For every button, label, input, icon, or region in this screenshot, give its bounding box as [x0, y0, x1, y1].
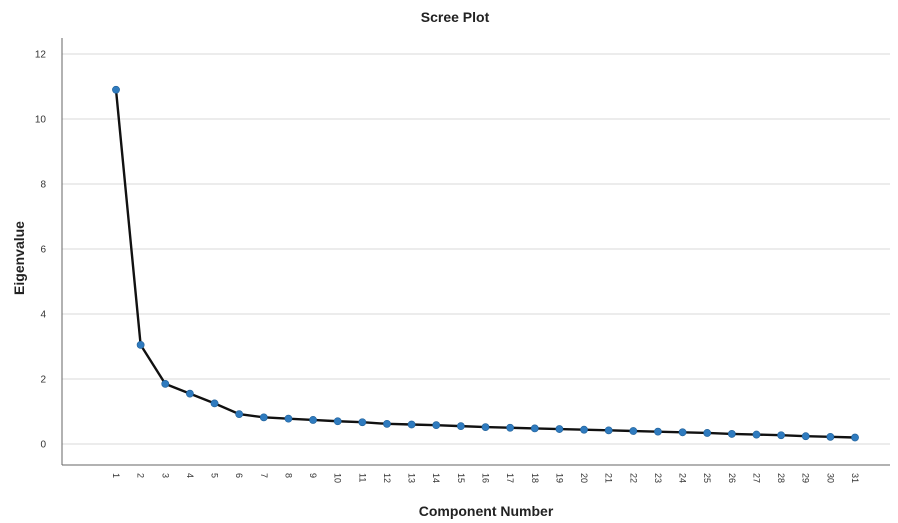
y-tick-label: 8 — [40, 180, 46, 191]
data-point — [333, 417, 342, 426]
y-tick-label: 6 — [40, 245, 46, 256]
x-tick-label: 20 — [579, 473, 589, 483]
data-point — [801, 432, 810, 441]
x-tick-label: 21 — [604, 473, 614, 483]
x-tick-label: 24 — [678, 473, 688, 483]
series-line — [114, 89, 856, 439]
x-tick-label: 28 — [776, 473, 786, 483]
data-point — [481, 423, 490, 431]
x-tick-label: 26 — [727, 473, 737, 483]
data-point — [161, 379, 170, 388]
chart-title: Scree Plot — [421, 9, 490, 25]
x-tick-label: 27 — [751, 473, 761, 483]
x-tick-label: 17 — [505, 473, 515, 483]
y-tick-label: 12 — [35, 50, 47, 61]
x-tick-label: 13 — [407, 473, 417, 483]
data-point — [777, 431, 785, 440]
data-point — [185, 389, 194, 398]
axes — [61, 38, 890, 466]
data-point — [580, 425, 588, 434]
data-point — [358, 418, 367, 427]
grid-lines — [62, 53, 890, 445]
x-tick-label: 23 — [653, 473, 663, 483]
x-tick-label: 6 — [234, 473, 244, 478]
series-eigenvalue — [112, 85, 859, 442]
data-point — [629, 427, 638, 435]
y-tick-label: 4 — [40, 310, 46, 321]
x-tick-label: 18 — [530, 473, 540, 483]
data-point — [826, 432, 835, 441]
x-tick-label: 30 — [825, 473, 835, 483]
data-point — [383, 419, 391, 428]
y-axis-label: Eigenvalue — [11, 221, 27, 295]
y-tick-label: 0 — [40, 440, 46, 451]
data-point — [432, 421, 441, 430]
data-point — [752, 430, 761, 439]
data-point — [284, 414, 293, 423]
x-tick-label: 19 — [554, 473, 564, 483]
x-tick-label: 10 — [333, 473, 343, 483]
x-tick-label: 14 — [431, 473, 441, 483]
data-point — [210, 399, 219, 408]
data-point — [235, 410, 244, 418]
x-tick-label: 5 — [210, 473, 220, 478]
data-point — [456, 422, 465, 431]
data-point — [112, 85, 120, 94]
data-point — [727, 430, 736, 438]
x-tick-label: 7 — [259, 473, 269, 478]
data-point — [530, 424, 539, 433]
x-tick-label: 31 — [850, 473, 860, 483]
data-point — [604, 426, 613, 435]
x-tick-label: 8 — [283, 473, 293, 478]
x-tick-label: 25 — [702, 473, 712, 483]
x-tick-label: 4 — [185, 473, 195, 478]
x-axis-label: Component Number — [419, 503, 554, 519]
x-tick-label: 15 — [456, 473, 466, 483]
data-point — [309, 416, 317, 424]
x-tick-label: 12 — [382, 473, 392, 483]
x-tick-label: 1 — [111, 473, 121, 478]
x-tick-labels: 1 2 3 4 5 6 7 8 9 10 11 12 13 14 15 16 17 18 19 20 21 22 23 24 2… — [111, 473, 860, 483]
x-tick-label: 22 — [628, 473, 638, 483]
y-tick-label: 10 — [35, 115, 47, 126]
x-tick-label: 3 — [160, 473, 170, 478]
data-point — [851, 433, 859, 442]
data-point — [703, 429, 712, 437]
data-point — [678, 428, 687, 437]
y-tick-label: 2 — [40, 375, 46, 386]
x-tick-label: 9 — [308, 473, 318, 478]
x-tick-label: 2 — [136, 473, 146, 478]
y-tick-labels: 0 2 4 6 8 10 12 — [35, 50, 47, 451]
data-point — [506, 423, 515, 432]
x-tick-label: 16 — [481, 473, 491, 483]
data-point — [259, 413, 268, 422]
x-tick-label: 11 — [357, 473, 367, 482]
data-point — [654, 427, 662, 436]
x-tick-label: 29 — [801, 473, 811, 483]
data-point — [136, 340, 145, 349]
data-point — [555, 425, 564, 433]
data-point — [407, 420, 416, 429]
